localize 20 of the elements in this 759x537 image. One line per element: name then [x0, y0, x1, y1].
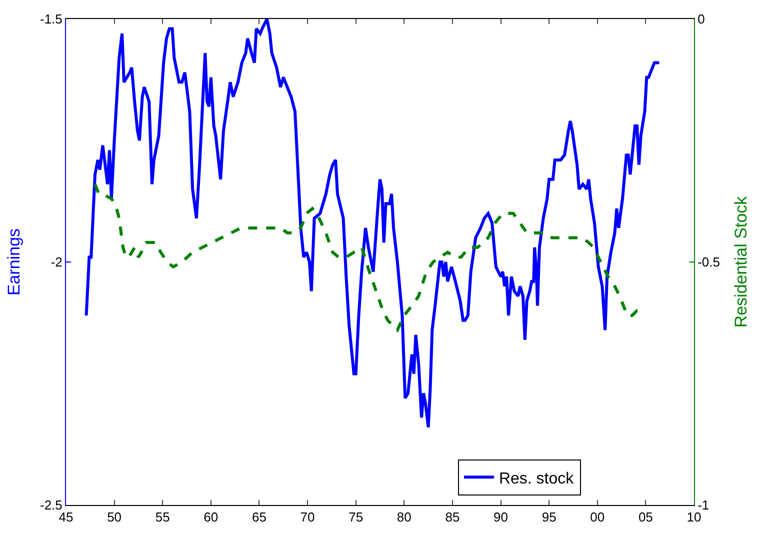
- x-tick-label: 75: [348, 510, 364, 525]
- x-tick-label: 85: [445, 510, 460, 525]
- x-tick-label: 00: [590, 510, 605, 525]
- y-tick-label: -2: [50, 254, 62, 270]
- legend-label: Res. stock: [498, 470, 575, 488]
- y2-tick-label: -0.5: [698, 254, 720, 270]
- x-tick-label: 05: [638, 510, 653, 525]
- y-axis-title: Earnings: [4, 228, 24, 296]
- y2-tick-label: 0: [698, 12, 705, 27]
- x-tick-label: 50: [107, 510, 122, 525]
- x-tick-label: 65: [252, 510, 266, 525]
- line-series: [84, 19, 661, 429]
- y-tick-label: -1.5: [40, 12, 62, 27]
- x-tick-label: 70: [300, 510, 315, 525]
- x-tick-label: 55: [155, 510, 170, 525]
- x-tick-label: 95: [542, 510, 556, 525]
- x-tick-label: 90: [494, 510, 508, 525]
- x-tick-label: 60: [204, 510, 218, 525]
- y2-axis-title: Residential Stock: [731, 196, 750, 328]
- x-tick-label: 80: [396, 510, 412, 525]
